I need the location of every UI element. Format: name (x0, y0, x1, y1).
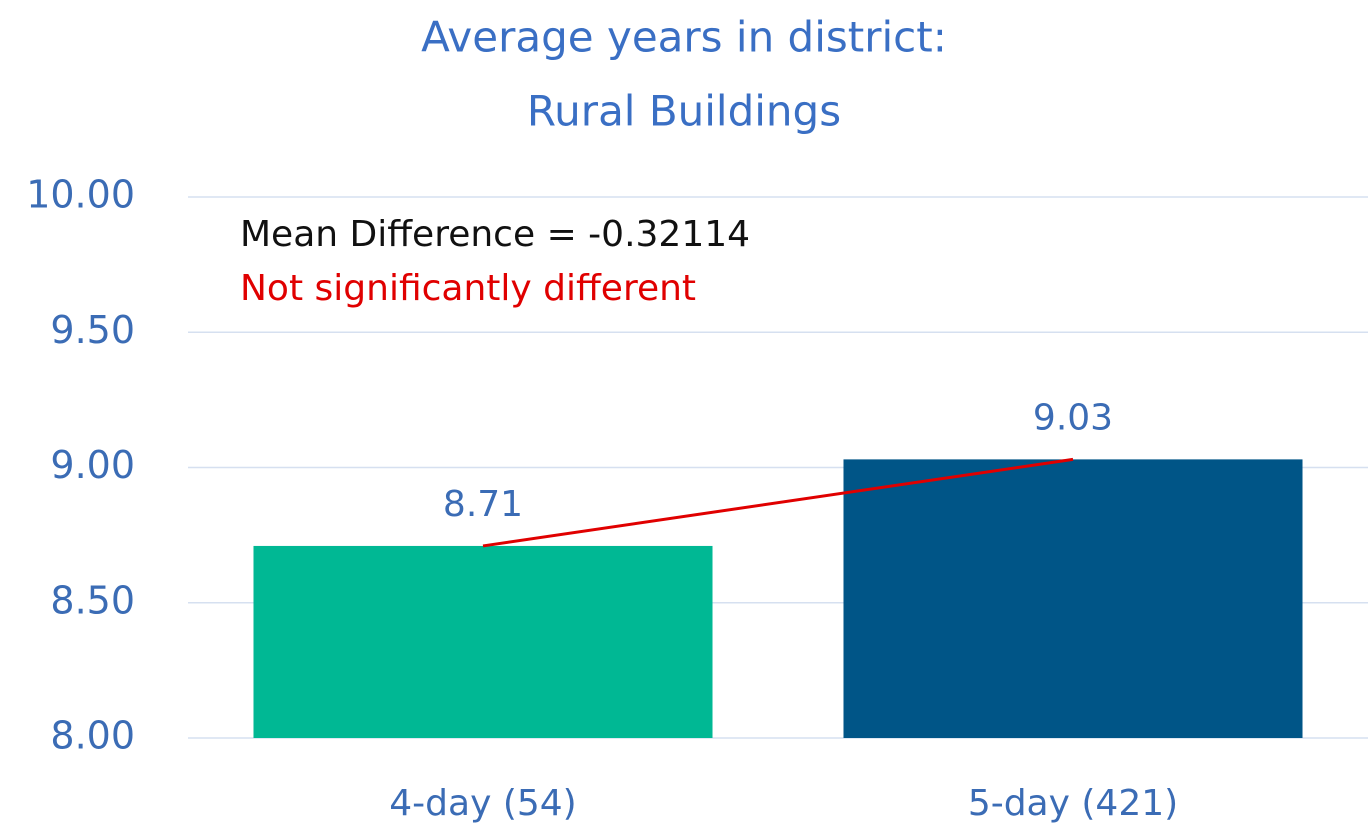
x-tick-label: 5-day (421) (968, 783, 1178, 824)
y-tick-label: 8.00 (50, 714, 135, 758)
y-tick-label: 10.00 (26, 173, 135, 217)
data-label: 8.71 (443, 484, 523, 525)
annotation: Not significantly different (240, 268, 696, 309)
chart-title: Average years in district: (421, 13, 947, 62)
y-tick-label: 8.50 (50, 578, 135, 622)
chart-subtitle: Rural Buildings (527, 87, 841, 136)
bar (843, 459, 1303, 738)
annotation: Mean Difference = -0.32114 (240, 214, 750, 255)
y-tick-label: 9.50 (50, 308, 135, 352)
x-tick-label: 4-day (54) (389, 783, 576, 824)
bar (253, 545, 713, 738)
y-tick-label: 9.00 (50, 443, 135, 487)
data-label: 9.03 (1033, 397, 1113, 438)
difference-line (482, 457, 1074, 548)
